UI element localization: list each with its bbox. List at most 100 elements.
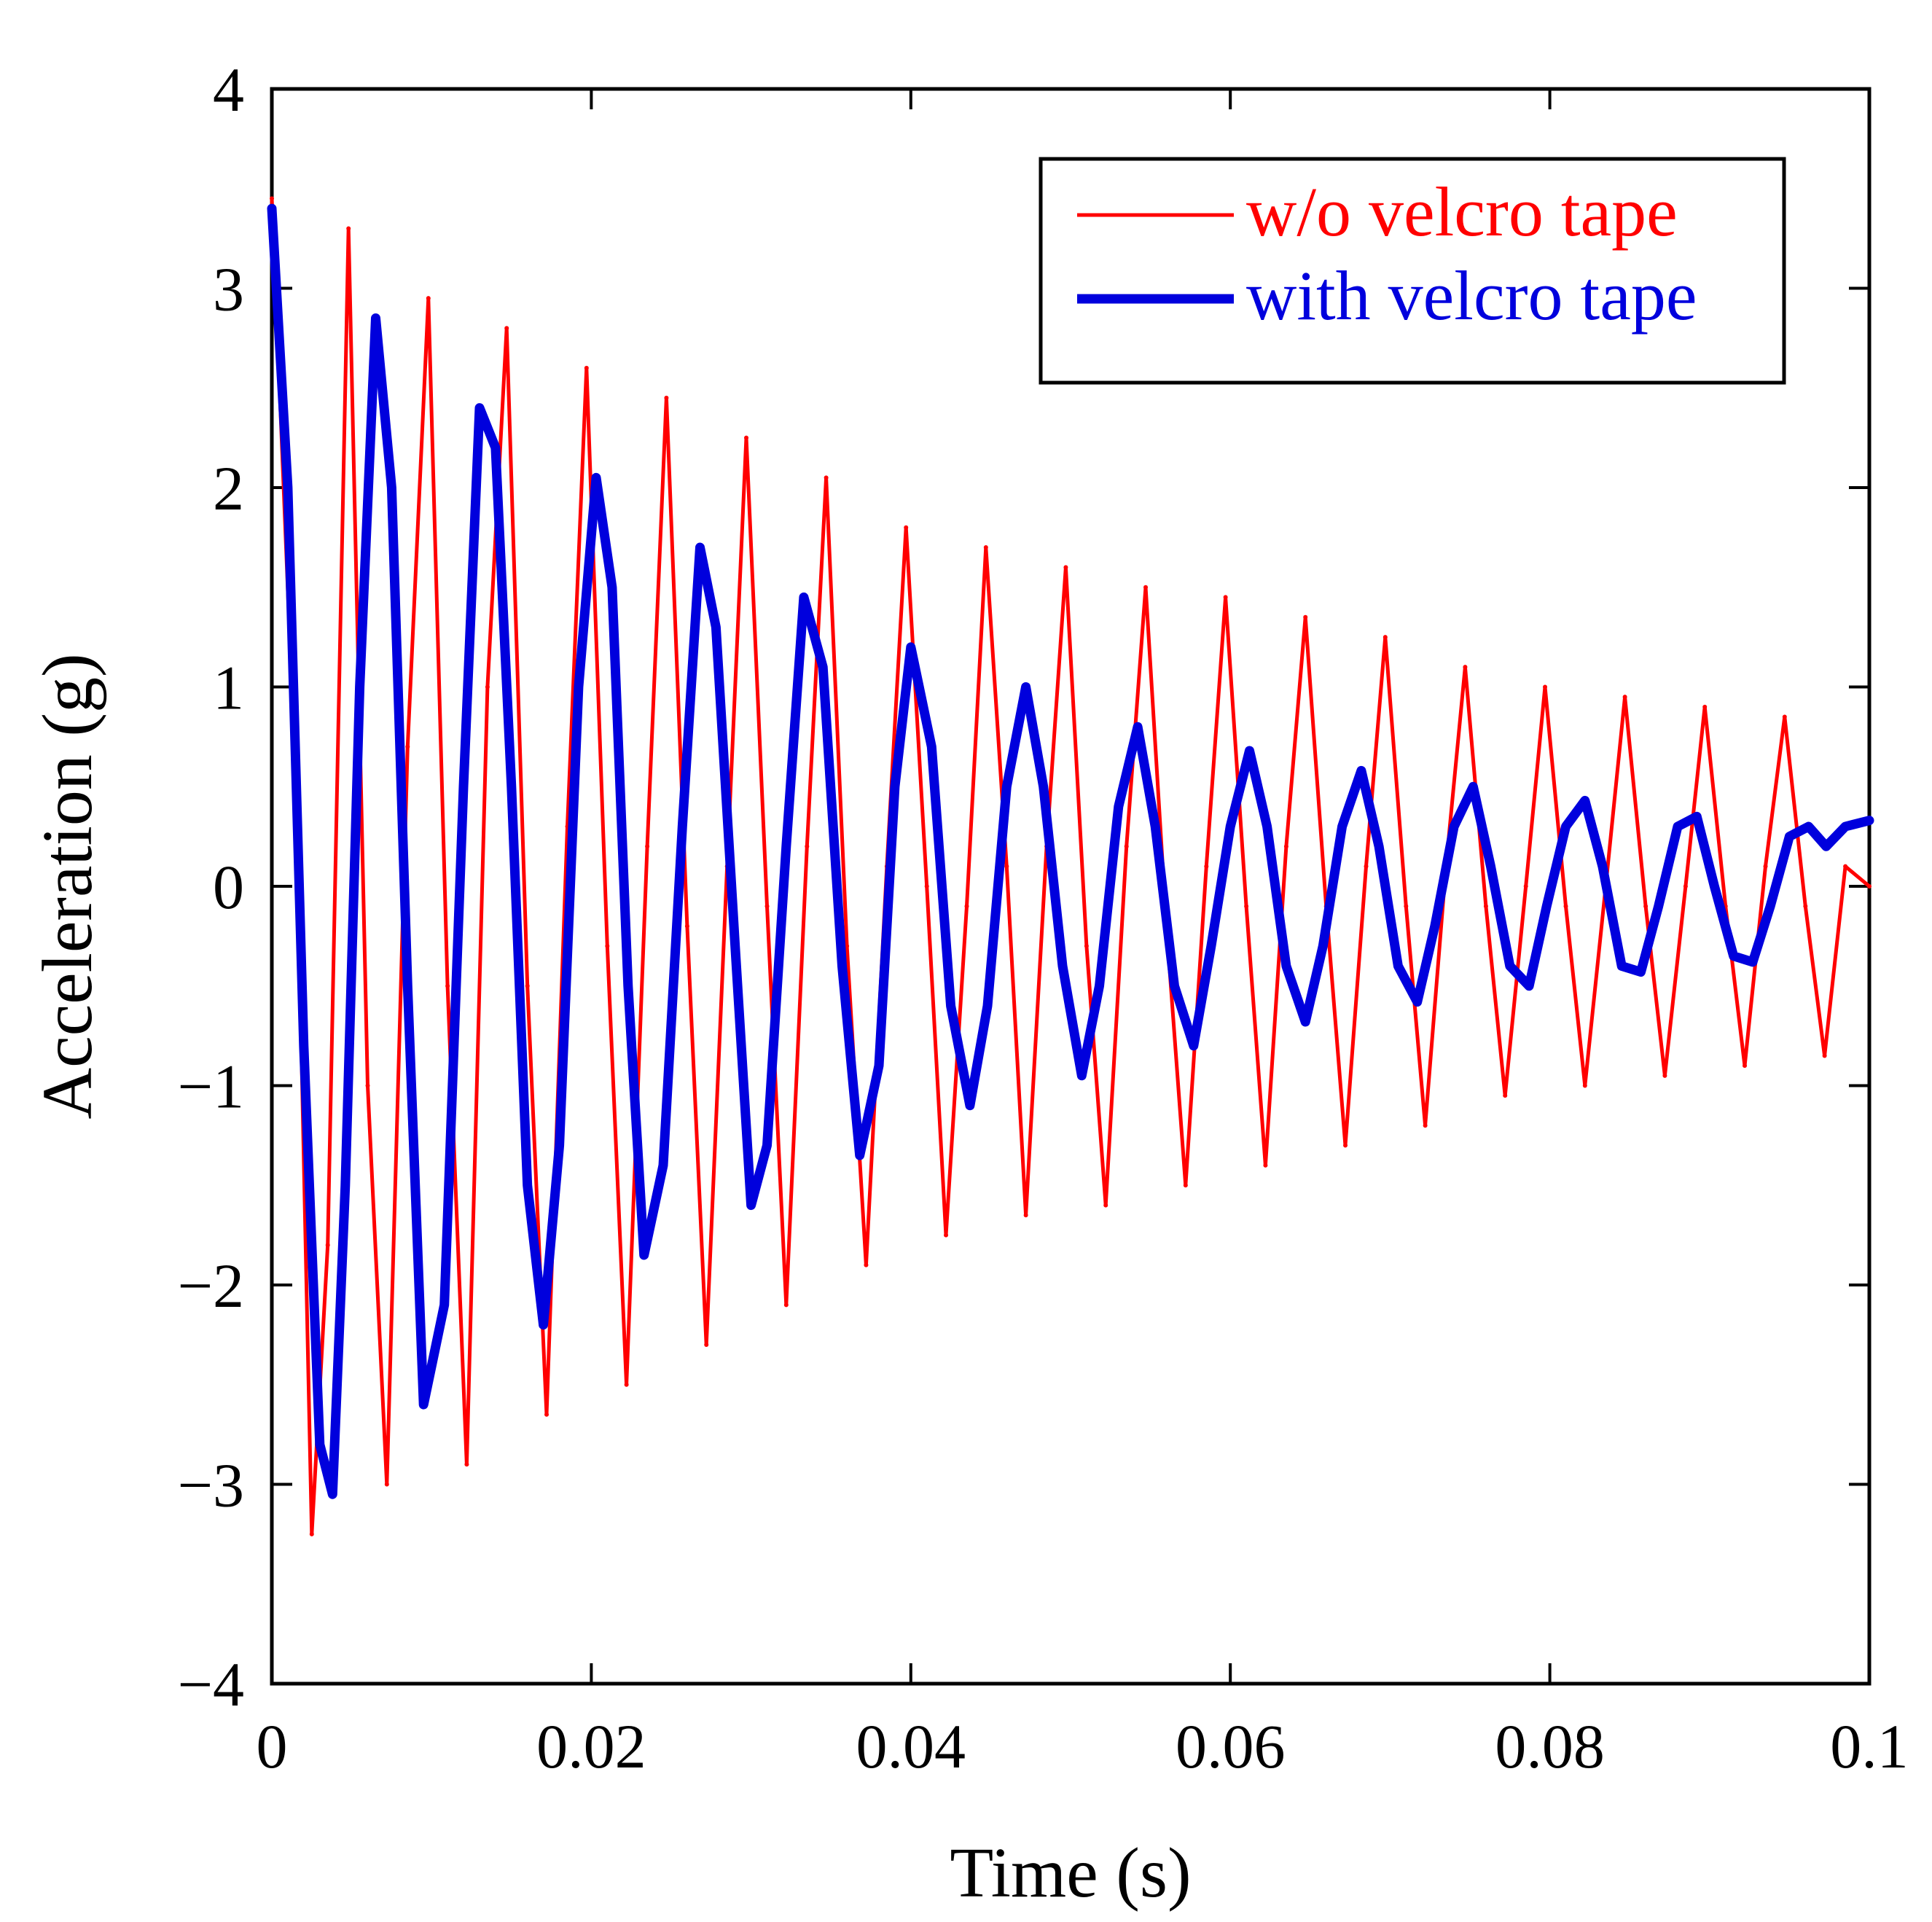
data-point	[966, 1102, 973, 1109]
data-point	[592, 474, 599, 481]
data-point	[575, 684, 582, 690]
data-point	[1683, 884, 1688, 888]
data-point	[1208, 943, 1214, 950]
data-point	[485, 684, 490, 690]
data-point	[1786, 833, 1793, 840]
data-point	[1805, 823, 1812, 829]
data-point	[404, 983, 411, 989]
data-point	[1115, 803, 1122, 810]
data-point	[983, 545, 988, 550]
data-point	[1463, 665, 1468, 670]
data-point	[928, 743, 935, 750]
data-point	[964, 904, 969, 909]
data-point	[875, 1063, 882, 1069]
data-point	[1431, 923, 1438, 929]
data-point	[845, 944, 850, 949]
data-point	[1506, 963, 1513, 969]
legend-label-w-o-velcro-tape: w/o velcro tape	[1246, 173, 1678, 251]
series-layer	[267, 196, 1874, 1536]
data-point	[907, 644, 914, 650]
legend-box	[1039, 157, 1786, 385]
x-axis-ticks: 0 0.02 0.04 0.06 0.08 0.1	[257, 89, 1909, 1781]
data-point	[1204, 864, 1209, 869]
data-point	[1599, 863, 1606, 870]
data-point	[1190, 1042, 1197, 1049]
data-point	[1320, 943, 1326, 950]
data-point	[1183, 1183, 1188, 1188]
data-point	[1487, 863, 1494, 870]
data-point	[1364, 864, 1369, 869]
data-point	[441, 1302, 447, 1308]
data-point	[309, 1531, 314, 1536]
data-point	[1060, 963, 1066, 969]
data-point	[820, 664, 826, 671]
data-point	[1395, 963, 1401, 969]
data-point	[1283, 963, 1289, 969]
data-point	[1842, 823, 1849, 829]
data-point	[856, 1152, 863, 1159]
data-point	[270, 196, 274, 201]
y-tick-label: 2	[213, 453, 244, 523]
data-point	[372, 315, 379, 321]
y-tick-label: 4	[213, 55, 244, 125]
data-point	[1376, 843, 1382, 850]
plot-area: 0 0.02 0.04 0.06 0.08 0.1 −4 −3 −2 −1 0 1 2 3 4	[177, 55, 1908, 1781]
data-point	[1730, 953, 1737, 959]
data-point	[1582, 1083, 1587, 1088]
y-axis-ticks: −4 −3 −2 −1 0 1 2 3 4	[177, 55, 1869, 1719]
data-point	[464, 1462, 469, 1467]
data-point	[356, 684, 363, 690]
data-point	[492, 445, 498, 451]
data-point	[325, 1243, 330, 1248]
data-point	[605, 944, 610, 949]
x-tick-label: 0.04	[856, 1711, 966, 1781]
data-point	[1563, 904, 1568, 909]
data-point	[524, 1182, 531, 1189]
data-point	[342, 1182, 348, 1189]
y-tick-label: 1	[213, 653, 244, 723]
data-point	[1803, 904, 1808, 909]
data-point	[1382, 635, 1388, 640]
data-point	[1622, 695, 1627, 700]
data-point	[1302, 1018, 1309, 1025]
data-point	[1643, 904, 1649, 909]
data-point	[1523, 884, 1528, 888]
data-point	[1843, 864, 1848, 869]
data-point	[1152, 823, 1159, 829]
data-point	[540, 1321, 547, 1328]
data-point	[388, 485, 395, 491]
data-point	[624, 1382, 629, 1387]
data-point	[426, 296, 431, 301]
x-tick-label: 0	[257, 1711, 288, 1781]
data-point	[1702, 704, 1708, 709]
data-point	[584, 365, 589, 370]
legend-label-with-velcro-tape: with velcro tape	[1246, 257, 1697, 335]
data-point	[1483, 904, 1488, 909]
data-point	[744, 435, 749, 440]
y-tick-label: 3	[213, 254, 244, 324]
legend: w/o velcro tape with velcro tape	[1039, 157, 1786, 385]
data-point	[1079, 1072, 1085, 1079]
data-point	[1674, 823, 1681, 829]
data-point	[1822, 1053, 1827, 1058]
data-point	[1264, 823, 1270, 829]
data-point	[1866, 817, 1872, 824]
y-tick-label: −2	[177, 1251, 244, 1321]
data-point	[1004, 784, 1010, 790]
data-point	[1451, 823, 1458, 829]
data-point	[1544, 903, 1550, 910]
data-point	[445, 983, 450, 988]
data-point	[864, 1262, 869, 1267]
data-point	[269, 206, 275, 212]
data-point	[365, 1083, 370, 1088]
data-point	[805, 844, 810, 849]
data-point	[679, 823, 686, 829]
data-point	[1749, 958, 1756, 965]
data-point	[664, 395, 669, 400]
data-point	[1694, 813, 1700, 820]
data-point	[476, 405, 482, 411]
data-point	[985, 1003, 991, 1009]
data-point	[346, 226, 351, 231]
data-point	[1767, 903, 1774, 910]
data-point	[1263, 1163, 1268, 1168]
